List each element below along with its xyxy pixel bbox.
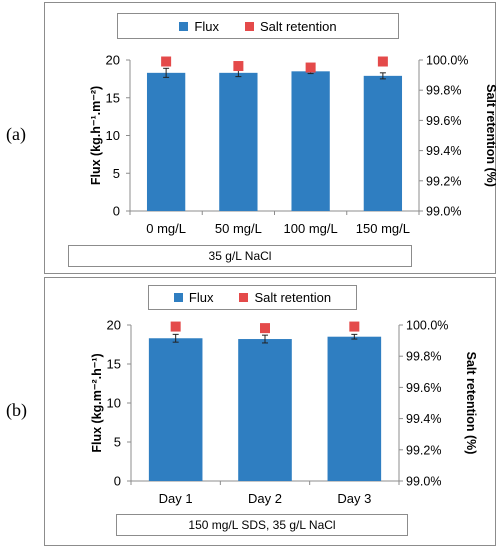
panel-b-legend: Flux Salt retention bbox=[148, 285, 357, 310]
salt-retention-point bbox=[161, 56, 172, 67]
panel-a-frame bbox=[44, 2, 496, 274]
flux-bar bbox=[219, 72, 258, 212]
panel-a-chart: 0 5 10 15 20 99.0% 99.2% 99.4% 99.6% 99.8% 100.0% 0… bbox=[89, 53, 496, 237]
flux-bar bbox=[148, 338, 203, 481]
panel-a-caption: 35 g/L NaCl bbox=[68, 245, 412, 267]
y2-tick-label: 99.4% bbox=[426, 144, 461, 158]
y2-tick-label: 99.8% bbox=[406, 350, 441, 364]
salt-swatch-icon bbox=[239, 293, 249, 302]
panel-b-chart: 0 5 10 15 20 99.0% 99.2% 99.4% 99.6% 99.8% 100.0% D… bbox=[90, 318, 478, 507]
salt-swatch-icon bbox=[244, 21, 254, 31]
y2-tick-label: 100.0% bbox=[406, 319, 448, 333]
legend-salt-label: Salt retention bbox=[259, 18, 337, 34]
y2-tick-label: 99.6% bbox=[426, 114, 461, 128]
y2-axis-title: Salt retention (%) bbox=[464, 352, 478, 455]
y-tick-label: 15 bbox=[106, 90, 120, 105]
legend-flux: Flux bbox=[179, 19, 219, 34]
y-tick-label: 20 bbox=[106, 53, 120, 68]
legend-flux-label: Flux bbox=[188, 290, 214, 305]
salt-retention-point bbox=[260, 323, 270, 334]
legend-salt-label: Salt retention bbox=[254, 290, 332, 305]
panel-b-label: (b) bbox=[6, 400, 27, 420]
legend-salt: Salt retention bbox=[244, 18, 337, 34]
y2-tick-label: 99.2% bbox=[426, 174, 461, 188]
x-tick-label: 100 mg/L bbox=[284, 221, 338, 236]
y-tick-label: 15 bbox=[107, 357, 121, 372]
y-axis-title: Flux (kg.m⁻².h⁻¹) bbox=[90, 353, 104, 452]
panel-a-label: (a) bbox=[6, 124, 26, 144]
flux-bar bbox=[291, 71, 330, 211]
y2-axis-title: Salt retention (%) bbox=[484, 84, 496, 187]
salt-retention-point bbox=[377, 56, 388, 67]
panel-a-legend: Flux Salt retention bbox=[117, 13, 399, 39]
salt-retention-point bbox=[170, 321, 181, 332]
salt-retention-point bbox=[233, 61, 244, 72]
x-tick-label: 50 mg/L bbox=[215, 221, 262, 236]
y2-tick-label: 99.6% bbox=[406, 381, 441, 395]
x-tick-label: Day 3 bbox=[337, 491, 371, 506]
flux-bar bbox=[363, 75, 403, 211]
flux-bar bbox=[146, 72, 186, 212]
flux-bar bbox=[238, 339, 292, 481]
panel-b-caption: 150 mg/L SDS, 35 g/L NaCl bbox=[116, 514, 408, 536]
y-tick-label: 0 bbox=[113, 204, 120, 219]
y-tick-label: 10 bbox=[107, 396, 121, 411]
y-tick-label: 20 bbox=[107, 318, 121, 333]
y2-tick-label: 99.0% bbox=[426, 205, 461, 219]
x-tick-label: 150 mg/L bbox=[356, 221, 410, 236]
y2-tick-label: 99.2% bbox=[406, 443, 441, 457]
x-tick-label: Day 2 bbox=[248, 491, 282, 506]
y-tick-label: 5 bbox=[114, 435, 121, 450]
flux-bar bbox=[327, 336, 382, 481]
flux-swatch-icon bbox=[173, 293, 183, 302]
legend-salt: Salt retention bbox=[239, 290, 331, 305]
y2-tick-label: 99.8% bbox=[426, 84, 461, 98]
y2-tick-label: 99.4% bbox=[406, 412, 441, 426]
salt-retention-point bbox=[349, 321, 360, 332]
y-tick-label: 0 bbox=[114, 474, 121, 489]
y2-tick-label: 100.0% bbox=[426, 54, 468, 68]
legend-flux-label: Flux bbox=[194, 18, 219, 34]
y-axis-title: Flux (kg.h⁻¹.m⁻²) bbox=[89, 86, 103, 185]
x-tick-label: 0 mg/L bbox=[146, 221, 186, 236]
x-tick-label: Day 1 bbox=[159, 491, 193, 506]
y-tick-label: 10 bbox=[106, 128, 120, 143]
flux-swatch-icon bbox=[179, 21, 189, 31]
legend-flux: Flux bbox=[173, 290, 214, 305]
y-tick-label: 5 bbox=[113, 166, 120, 181]
salt-retention-point bbox=[305, 62, 316, 73]
y2-tick-label: 99.0% bbox=[406, 475, 441, 489]
